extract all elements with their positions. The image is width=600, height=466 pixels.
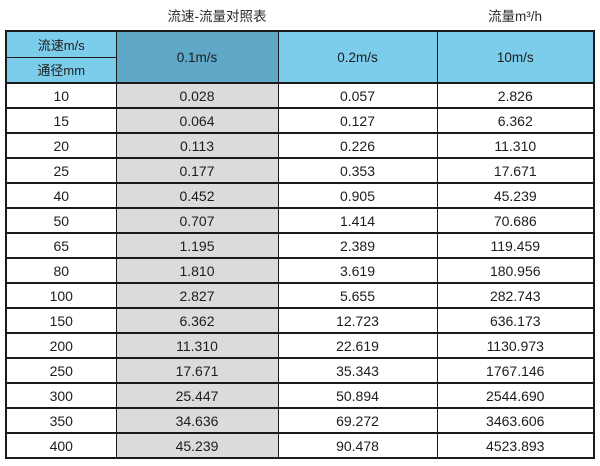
table-body: 10 0.028 0.057 2.826 15 0.064 0.127 6.362 20 0.11… bbox=[5, 82, 595, 459]
flow-value-cell: 90.478 bbox=[277, 432, 438, 459]
flow-value-cell: 17.671 bbox=[115, 357, 279, 384]
flow-value-cell: 0.113 bbox=[115, 132, 279, 159]
flow-unit-label: 流量m³/h bbox=[488, 9, 542, 24]
flow-value-cell: 636.173 bbox=[436, 307, 595, 334]
table-row: 50 0.707 1.414 70.686 bbox=[5, 207, 595, 234]
flow-value-cell: 0.177 bbox=[115, 157, 279, 184]
diameter-cell: 80 bbox=[5, 257, 117, 284]
diameter-cell: 400 bbox=[5, 432, 117, 459]
table-row: 100 2.827 5.655 282.743 bbox=[5, 282, 595, 309]
flow-value-cell: 1.414 bbox=[277, 207, 438, 234]
flow-value-cell: 282.743 bbox=[436, 282, 595, 309]
header-row-bottom: 通径mm bbox=[5, 56, 594, 84]
flow-value-cell: 50.894 bbox=[277, 382, 438, 409]
diameter-cell: 40 bbox=[5, 182, 117, 209]
table-row: 65 1.195 2.389 119.459 bbox=[5, 232, 595, 259]
column-header-10ms: 10m/s bbox=[436, 30, 595, 84]
flow-value-cell: 0.028 bbox=[115, 82, 279, 109]
flow-value-cell: 45.239 bbox=[115, 432, 279, 459]
title-bar: 流速-流量对照表 流量m³/h bbox=[0, 0, 600, 28]
flow-value-cell: 0.707 bbox=[115, 207, 279, 234]
flow-value-cell: 34.636 bbox=[115, 407, 279, 434]
header-diameter-label: 通径mm bbox=[5, 56, 117, 84]
table-row: 15 0.064 0.127 6.362 bbox=[5, 107, 595, 134]
diameter-cell: 200 bbox=[5, 332, 117, 359]
table-row: 80 1.810 3.619 180.956 bbox=[5, 257, 595, 284]
page-title: 流速-流量对照表 bbox=[167, 9, 267, 24]
flow-value-cell: 1.810 bbox=[115, 257, 279, 284]
flow-value-cell: 0.127 bbox=[277, 107, 438, 134]
column-header-0-1ms: 0.1m/s bbox=[115, 30, 279, 84]
flow-value-cell: 70.686 bbox=[436, 207, 595, 234]
diameter-cell: 150 bbox=[5, 307, 117, 334]
table-row: 40 0.452 0.905 45.239 bbox=[5, 182, 595, 209]
diameter-cell: 50 bbox=[5, 207, 117, 234]
flow-value-cell: 25.447 bbox=[115, 382, 279, 409]
table-row: 150 6.362 12.723 636.173 bbox=[5, 307, 595, 334]
flow-value-cell: 1767.146 bbox=[436, 357, 595, 384]
diameter-cell: 15 bbox=[5, 107, 117, 134]
table-row: 350 34.636 69.272 3463.606 bbox=[5, 407, 595, 434]
flow-value-cell: 2.827 bbox=[115, 282, 279, 309]
flow-value-cell: 45.239 bbox=[436, 182, 595, 209]
diameter-cell: 300 bbox=[5, 382, 117, 409]
table-row: 250 17.671 35.343 1767.146 bbox=[5, 357, 595, 384]
table-row: 10 0.028 0.057 2.826 bbox=[5, 82, 595, 109]
flow-value-cell: 0.064 bbox=[115, 107, 279, 134]
flow-value-cell: 3463.606 bbox=[436, 407, 595, 434]
diameter-cell: 10 bbox=[5, 82, 117, 109]
flow-value-cell: 1130.973 bbox=[436, 332, 595, 359]
table-row: 300 25.447 50.894 2544.690 bbox=[5, 382, 595, 409]
header-rows: 流速m/s 0.1m/s 0.2m/s 10m/s 通径mm bbox=[5, 30, 595, 84]
header-velocity-label: 流速m/s bbox=[5, 30, 117, 58]
flow-value-cell: 6.362 bbox=[115, 307, 279, 334]
column-header-0-2ms: 0.2m/s bbox=[277, 30, 438, 84]
flow-value-cell: 0.057 bbox=[277, 82, 438, 109]
flow-value-cell: 12.723 bbox=[277, 307, 438, 334]
flow-value-cell: 69.272 bbox=[277, 407, 438, 434]
flow-rate-table: 流速m/s 0.1m/s 0.2m/s 10m/s 通径mm 10 0.028 0.… bbox=[5, 30, 595, 459]
flow-value-cell: 180.956 bbox=[436, 257, 595, 284]
flow-value-cell: 0.905 bbox=[277, 182, 438, 209]
flow-value-cell: 22.619 bbox=[277, 332, 438, 359]
flow-value-cell: 4523.893 bbox=[436, 432, 595, 459]
flow-value-cell: 2.389 bbox=[277, 232, 438, 259]
diameter-cell: 100 bbox=[5, 282, 117, 309]
table-row: 25 0.177 0.353 17.671 bbox=[5, 157, 595, 184]
flow-value-cell: 0.353 bbox=[277, 157, 438, 184]
flow-value-cell: 11.310 bbox=[436, 132, 595, 159]
diameter-cell: 250 bbox=[5, 357, 117, 384]
flow-value-cell: 119.459 bbox=[436, 232, 595, 259]
flow-value-cell: 0.452 bbox=[115, 182, 279, 209]
flow-value-cell: 6.362 bbox=[436, 107, 595, 134]
diameter-cell: 20 bbox=[5, 132, 117, 159]
flow-value-cell: 3.619 bbox=[277, 257, 438, 284]
flow-value-cell: 0.226 bbox=[277, 132, 438, 159]
flow-value-cell: 5.655 bbox=[277, 282, 438, 309]
diameter-cell: 25 bbox=[5, 157, 117, 184]
table-row: 400 45.239 90.478 4523.893 bbox=[5, 432, 595, 459]
diameter-cell: 350 bbox=[5, 407, 117, 434]
flow-value-cell: 17.671 bbox=[436, 157, 595, 184]
flow-value-cell: 2544.690 bbox=[436, 382, 595, 409]
flow-value-cell: 35.343 bbox=[277, 357, 438, 384]
flow-value-cell: 11.310 bbox=[115, 332, 279, 359]
diameter-cell: 65 bbox=[5, 232, 117, 259]
header-row-top: 流速m/s 0.1m/s 0.2m/s 10m/s bbox=[5, 30, 595, 84]
table-row: 20 0.113 0.226 11.310 bbox=[5, 132, 595, 159]
flow-value-cell: 2.826 bbox=[436, 82, 595, 109]
table-row: 200 11.310 22.619 1130.973 bbox=[5, 332, 595, 359]
flow-value-cell: 1.195 bbox=[115, 232, 279, 259]
